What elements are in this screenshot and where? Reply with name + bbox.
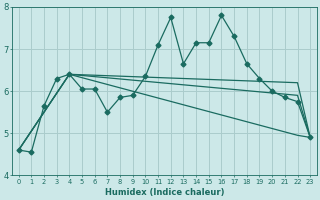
X-axis label: Humidex (Indice chaleur): Humidex (Indice chaleur) — [105, 188, 224, 197]
